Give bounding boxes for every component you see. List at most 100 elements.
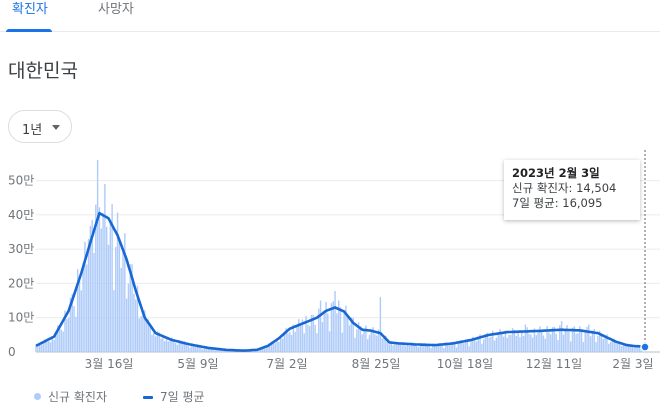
daily-case-bar: [533, 328, 536, 352]
daily-case-bar: [528, 333, 530, 352]
x-tick-label: 5월 9일: [177, 357, 218, 371]
daily-case-bar: [417, 346, 420, 352]
daily-case-bar: [319, 300, 322, 352]
daily-case-bar: [470, 341, 472, 352]
daily-case-bar: [220, 349, 222, 352]
daily-case-bar: [620, 346, 623, 352]
daily-case-bar: [423, 345, 425, 352]
daily-case-bar: [113, 290, 115, 352]
daily-case-bar: [127, 283, 130, 352]
daily-case-bar: [486, 332, 489, 352]
daily-case-bar: [577, 333, 579, 352]
daily-case-bar: [89, 226, 92, 352]
daily-case-bar: [173, 341, 175, 352]
chevron-down-icon: [52, 125, 60, 130]
daily-case-bar: [171, 337, 173, 352]
tab-deaths[interactable]: 사망자: [98, 2, 134, 17]
daily-case-bar: [535, 335, 537, 352]
daily-case-bar: [598, 330, 601, 352]
cases-chart[interactable]: 0 10만 20만 30만 40만 50만 3월 16일 5월 9일 7월 2일 8월 25일 10…: [0, 150, 671, 388]
daily-case-bar: [481, 343, 483, 352]
daily-case-bar: [328, 331, 331, 352]
daily-case-bar: [178, 340, 180, 352]
daily-case-bar: [379, 297, 382, 352]
daily-case-bar: [156, 331, 159, 352]
daily-case-bar: [397, 342, 400, 352]
daily-case-bar: [568, 331, 570, 352]
daily-case-bar: [133, 293, 135, 352]
daily-case-bar: [339, 307, 342, 352]
daily-case-bar: [365, 325, 367, 352]
daily-case-bar: [301, 319, 304, 352]
tooltip-average-label: 7일 평균:: [512, 196, 559, 210]
daily-case-bar: [165, 338, 168, 352]
daily-case-bar: [134, 299, 137, 352]
tooltip-new-cases: 신규 확진자: 14,504: [512, 181, 632, 196]
daily-case-bar: [448, 345, 450, 352]
daily-case-bar: [57, 325, 59, 352]
daily-case-bar: [176, 344, 179, 352]
daily-case-bar: [352, 317, 354, 352]
daily-case-bar: [356, 329, 358, 352]
x-tick-label: 10월 18일: [437, 357, 493, 371]
daily-case-bar: [506, 337, 508, 352]
daily-case-bar: [450, 344, 452, 352]
daily-case-bar: [366, 339, 369, 352]
daily-case-bar: [299, 324, 302, 352]
daily-case-bar: [200, 347, 202, 352]
daily-case-bar: [394, 343, 396, 352]
daily-case-bar: [162, 337, 164, 352]
daily-case-bar: [318, 308, 320, 352]
time-range-label: 1년: [22, 123, 43, 138]
daily-case-bar: [376, 335, 378, 352]
daily-case-bar: [49, 342, 52, 352]
daily-case-bar: [553, 326, 556, 352]
daily-case-bar: [490, 336, 492, 352]
daily-case-bar: [272, 341, 275, 352]
daily-case-bar: [579, 326, 581, 352]
tab-confirmed[interactable]: 확진자: [12, 2, 48, 17]
daily-case-bar: [348, 325, 351, 352]
daily-case-bar: [424, 343, 427, 352]
tooltip-average-value: 16,095: [562, 196, 603, 210]
daily-case-bar: [406, 343, 409, 352]
daily-case-bar: [252, 350, 255, 352]
daily-case-bar: [626, 343, 628, 352]
daily-case-bar: [44, 339, 46, 352]
daily-case-bar: [75, 316, 77, 352]
hover-point-marker: [640, 342, 650, 352]
daily-case-bar: [120, 268, 122, 352]
daily-case-bar: [510, 334, 512, 352]
daily-case-bar: [631, 345, 634, 352]
daily-case-bar: [276, 339, 278, 352]
daily-case-bar: [187, 345, 189, 352]
daily-case-bar: [388, 344, 391, 352]
daily-case-bar: [58, 327, 61, 352]
daily-case-bar: [537, 332, 539, 352]
daily-case-bar: [82, 262, 84, 352]
daily-case-bar: [573, 326, 576, 352]
daily-case-bar: [307, 324, 309, 352]
daily-case-bar: [399, 342, 402, 352]
daily-case-bar: [461, 342, 463, 352]
daily-case-bar: [437, 344, 440, 352]
daily-case-bar: [102, 213, 104, 352]
daily-case-bar: [513, 329, 516, 352]
daily-case-bar: [464, 339, 467, 352]
daily-case-bar: [265, 348, 267, 352]
daily-case-bar: [47, 341, 50, 352]
daily-case-bar: [180, 343, 182, 352]
daily-case-bar: [435, 346, 438, 352]
daily-case-bar: [444, 342, 447, 352]
y-tick-label: 40만: [8, 208, 34, 222]
daily-case-bar: [550, 334, 552, 352]
daily-case-bar: [202, 349, 204, 352]
daily-case-bar: [466, 339, 469, 352]
daily-case-bar: [182, 343, 184, 352]
daily-case-bar: [497, 333, 499, 352]
time-range-dropdown[interactable]: 1년: [8, 110, 72, 143]
daily-case-bar: [611, 339, 614, 352]
daily-case-bar: [214, 350, 217, 352]
daily-case-bar: [100, 228, 102, 352]
daily-case-bar: [163, 341, 166, 352]
